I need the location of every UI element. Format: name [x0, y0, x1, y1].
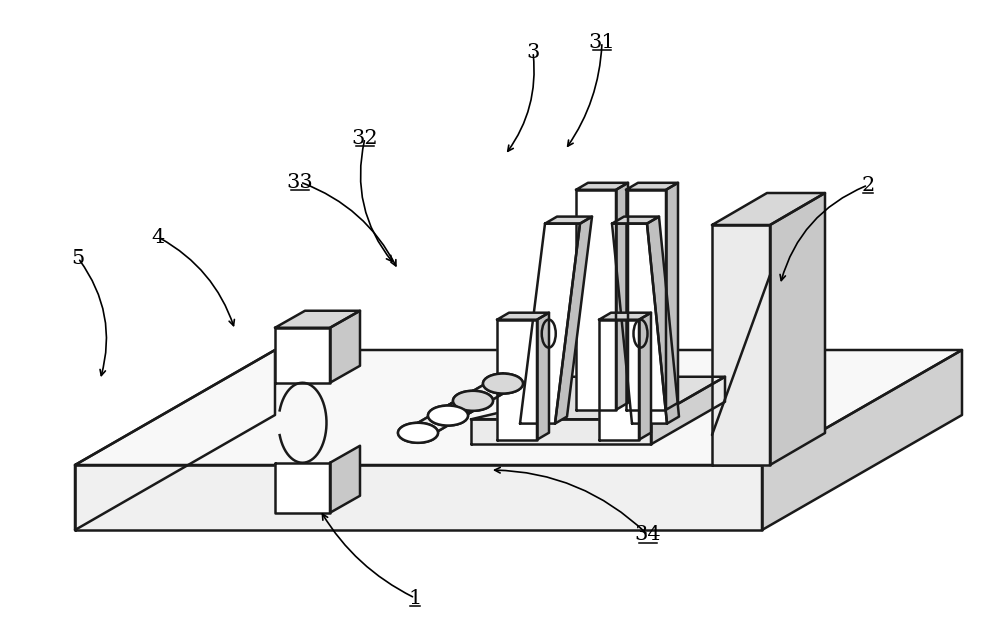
Polygon shape [418, 391, 473, 443]
Polygon shape [330, 445, 360, 513]
Polygon shape [599, 313, 651, 320]
Text: 31: 31 [589, 33, 615, 51]
Polygon shape [712, 225, 770, 465]
Ellipse shape [483, 374, 523, 394]
Polygon shape [75, 465, 762, 530]
Polygon shape [712, 193, 825, 225]
Polygon shape [75, 350, 275, 530]
Polygon shape [448, 374, 503, 426]
Ellipse shape [398, 423, 438, 443]
Ellipse shape [428, 406, 468, 426]
Polygon shape [647, 216, 679, 424]
Text: 2: 2 [861, 175, 875, 195]
Polygon shape [555, 216, 592, 424]
Polygon shape [612, 216, 659, 223]
Polygon shape [497, 320, 537, 440]
Polygon shape [471, 419, 651, 444]
Polygon shape [599, 320, 639, 440]
Text: 4: 4 [151, 227, 165, 246]
Text: 32: 32 [352, 129, 378, 147]
Polygon shape [639, 313, 651, 440]
Polygon shape [471, 377, 725, 419]
Polygon shape [275, 311, 360, 328]
Polygon shape [770, 193, 825, 465]
Polygon shape [612, 223, 667, 424]
Polygon shape [626, 183, 678, 190]
Ellipse shape [453, 391, 493, 411]
Text: 3: 3 [526, 42, 540, 61]
Ellipse shape [398, 423, 438, 443]
Ellipse shape [428, 406, 468, 426]
Polygon shape [762, 350, 962, 530]
Polygon shape [545, 216, 592, 223]
Polygon shape [576, 190, 616, 410]
Polygon shape [497, 313, 549, 320]
Polygon shape [576, 183, 628, 190]
Polygon shape [520, 223, 580, 424]
Polygon shape [275, 328, 330, 383]
Polygon shape [330, 311, 360, 383]
Polygon shape [75, 350, 962, 465]
Polygon shape [651, 377, 725, 444]
Ellipse shape [453, 391, 493, 411]
Ellipse shape [483, 374, 523, 394]
Text: 5: 5 [71, 248, 85, 268]
Text: 34: 34 [635, 525, 661, 545]
Text: 33: 33 [287, 173, 313, 191]
Polygon shape [275, 463, 330, 513]
Polygon shape [626, 190, 666, 410]
Polygon shape [616, 183, 628, 410]
Polygon shape [666, 183, 678, 410]
Text: 1: 1 [408, 589, 422, 607]
Polygon shape [537, 313, 549, 440]
